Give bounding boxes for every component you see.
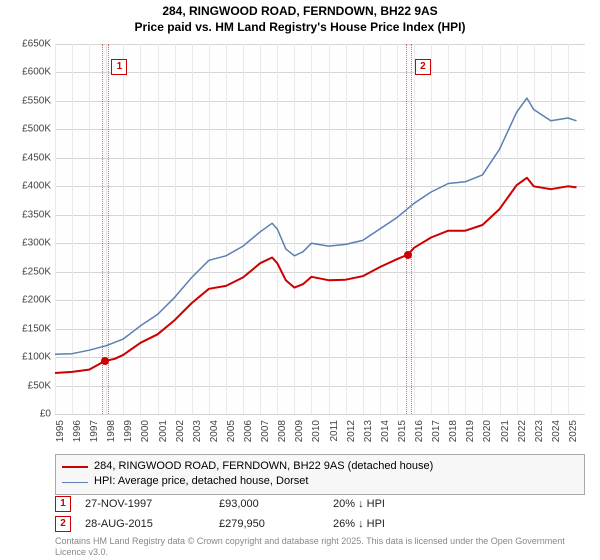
x-axis-label: 2024 <box>551 420 562 442</box>
x-axis-label: 2019 <box>465 420 476 442</box>
x-axis-label: 2000 <box>140 420 151 442</box>
sale-row-marker: 2 <box>55 516 71 532</box>
y-axis-label: £500K <box>22 124 51 135</box>
y-axis-label: £50K <box>28 380 51 391</box>
x-axis-label: 2008 <box>277 420 288 442</box>
y-axis-label: £150K <box>22 323 51 334</box>
x-axis-label: 2015 <box>397 420 408 442</box>
x-axis-label: 1997 <box>89 420 100 442</box>
x-axis-label: 2025 <box>568 420 579 442</box>
sale-row: 2 28-AUG-2015 £279,950 26% ↓ HPI <box>55 516 585 532</box>
x-axis-label: 2023 <box>534 420 545 442</box>
x-axis-label: 2005 <box>226 420 237 442</box>
legend-item: HPI: Average price, detached house, Dors… <box>62 474 578 489</box>
sale-marker-label: 1 <box>111 59 127 75</box>
x-axis-label: 2002 <box>175 420 186 442</box>
x-axis-label: 2010 <box>311 420 322 442</box>
legend-swatch <box>62 482 88 483</box>
x-axis-label: 2017 <box>431 420 442 442</box>
legend: 284, RINGWOOD ROAD, FERNDOWN, BH22 9AS (… <box>55 454 585 495</box>
chart-plot-area: £0£50K£100K£150K£200K£250K£300K£350K£400… <box>55 44 585 414</box>
y-axis-label: £650K <box>22 39 51 50</box>
legend-label: 284, RINGWOOD ROAD, FERNDOWN, BH22 9AS (… <box>94 459 433 474</box>
x-axis-label: 2003 <box>192 420 203 442</box>
x-axis-label: 2012 <box>346 420 357 442</box>
y-axis-label: £550K <box>22 95 51 106</box>
legend-label: HPI: Average price, detached house, Dors… <box>94 474 308 489</box>
x-axis-label: 2013 <box>363 420 374 442</box>
x-axis-label: 2014 <box>380 420 391 442</box>
series-line-hpi <box>55 98 577 354</box>
sale-marker-label: 2 <box>415 59 431 75</box>
y-axis-label: £200K <box>22 295 51 306</box>
x-axis-label: 1999 <box>123 420 134 442</box>
legend-item: 284, RINGWOOD ROAD, FERNDOWN, BH22 9AS (… <box>62 459 578 474</box>
series-svg <box>55 44 585 414</box>
x-axis-label: 2007 <box>260 420 271 442</box>
footer-attribution: Contains HM Land Registry data © Crown c… <box>55 536 585 558</box>
y-axis-label: £250K <box>22 266 51 277</box>
x-axis-label: 2016 <box>414 420 425 442</box>
x-axis-label: 1996 <box>72 420 83 442</box>
x-axis-label: 2018 <box>448 420 459 442</box>
title-line2: Price paid vs. HM Land Registry's House … <box>0 20 600 36</box>
y-axis-label: £600K <box>22 67 51 78</box>
legend-swatch <box>62 466 88 468</box>
x-axis-label: 1995 <box>55 420 66 442</box>
sale-hpi-delta: 20% ↓ HPI <box>333 498 453 510</box>
x-axis-label: 2001 <box>158 420 169 442</box>
x-axis-label: 2009 <box>294 420 305 442</box>
sale-row: 1 27-NOV-1997 £93,000 20% ↓ HPI <box>55 496 585 512</box>
y-axis-label: £400K <box>22 181 51 192</box>
x-axis-label: 2021 <box>500 420 511 442</box>
y-axis-label: £350K <box>22 209 51 220</box>
x-axis-label: 2006 <box>243 420 254 442</box>
sale-price: £279,950 <box>219 518 319 530</box>
sale-date: 28-AUG-2015 <box>85 518 205 530</box>
sale-row-marker: 1 <box>55 496 71 512</box>
x-axis-label: 1998 <box>106 420 117 442</box>
y-axis-label: £300K <box>22 238 51 249</box>
y-axis-label: £0 <box>40 409 51 420</box>
y-axis-label: £100K <box>22 352 51 363</box>
x-axis-label: 2020 <box>482 420 493 442</box>
x-axis-label: 2004 <box>209 420 220 442</box>
y-gridline <box>55 414 585 415</box>
sale-dot <box>404 251 412 259</box>
sale-dot <box>101 357 109 365</box>
sales-table: 1 27-NOV-1997 £93,000 20% ↓ HPI 2 28-AUG-2015… <box>55 496 585 536</box>
series-line-price_paid <box>55 178 577 373</box>
sale-date: 27-NOV-1997 <box>85 498 205 510</box>
x-axis-label: 2011 <box>329 420 340 442</box>
sale-price: £93,000 <box>219 498 319 510</box>
x-axis-label: 2022 <box>517 420 528 442</box>
sale-hpi-delta: 26% ↓ HPI <box>333 518 453 530</box>
y-axis-label: £450K <box>22 152 51 163</box>
chart-title: 284, RINGWOOD ROAD, FERNDOWN, BH22 9AS P… <box>0 0 600 35</box>
title-line1: 284, RINGWOOD ROAD, FERNDOWN, BH22 9AS <box>0 4 600 20</box>
